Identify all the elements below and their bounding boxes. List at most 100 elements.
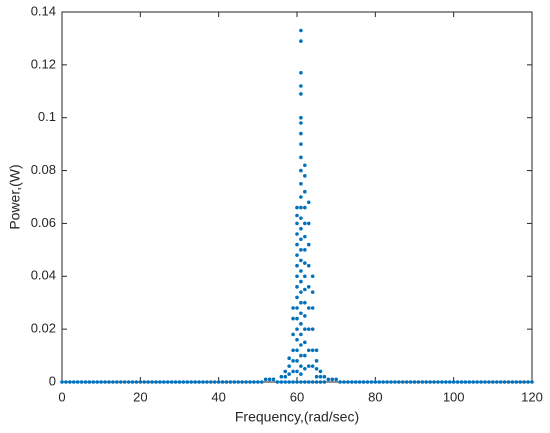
- data-point: [310, 380, 315, 384]
- data-point: [295, 263, 299, 268]
- data-point: [299, 155, 303, 160]
- data-point: [295, 348, 299, 353]
- x-axis-label: Frequency,(rad/sec): [235, 409, 359, 425]
- data-point: [295, 285, 299, 289]
- data-point: [365, 380, 370, 384]
- data-point: [299, 237, 303, 242]
- data-point: [447, 380, 452, 384]
- y-tick-label: 0.06: [31, 215, 56, 230]
- data-point: [471, 380, 476, 384]
- data-point: [146, 380, 150, 384]
- data-point: [115, 380, 119, 384]
- data-point: [303, 248, 307, 252]
- data-point: [279, 380, 284, 384]
- data-point: [498, 380, 503, 384]
- data-point: [350, 380, 354, 384]
- data-point: [306, 348, 311, 353]
- data-point: [287, 364, 291, 368]
- data-point: [436, 380, 440, 384]
- data-point: [295, 306, 299, 310]
- data-point: [169, 380, 174, 384]
- data-point: [216, 380, 221, 384]
- data-point: [306, 285, 311, 289]
- data-point: [303, 221, 307, 226]
- data-point: [299, 372, 303, 376]
- data-point: [118, 380, 123, 384]
- data-point: [107, 380, 111, 384]
- data-point: [283, 380, 288, 384]
- data-point: [299, 181, 303, 186]
- data-point: [240, 380, 244, 384]
- data-point: [299, 84, 303, 88]
- data-point: [303, 353, 307, 358]
- data-point: [185, 380, 190, 384]
- data-point: [385, 380, 389, 384]
- data-point: [263, 377, 268, 382]
- data-point: [299, 322, 303, 326]
- data-point: [295, 274, 299, 279]
- data-point: [444, 380, 448, 384]
- data-point: [91, 380, 96, 384]
- data-point: [299, 290, 303, 294]
- data-point: [303, 174, 307, 178]
- data-point: [306, 221, 311, 226]
- data-point: [432, 380, 436, 384]
- data-point: [181, 380, 186, 384]
- data-point: [338, 380, 342, 384]
- data-point: [306, 364, 311, 368]
- x-tick-label: 20: [133, 389, 147, 404]
- data-point: [134, 380, 139, 384]
- data-point: [299, 115, 303, 120]
- data-point: [299, 258, 303, 263]
- data-point: [256, 380, 260, 384]
- data-point: [299, 205, 303, 210]
- data-point: [232, 380, 237, 384]
- data-point: [189, 380, 194, 384]
- data-point: [291, 348, 295, 353]
- x-tick-label: 60: [290, 389, 304, 404]
- data-point: [299, 216, 303, 220]
- y-tick-label: 0: [49, 373, 56, 388]
- data-point: [322, 374, 327, 379]
- data-point: [299, 142, 303, 146]
- data-point: [491, 380, 495, 384]
- data-point: [291, 306, 295, 310]
- data-point: [299, 353, 303, 358]
- data-point: [393, 380, 397, 384]
- data-point: [467, 380, 472, 384]
- data-point: [416, 380, 421, 384]
- x-tick-label: 120: [521, 389, 543, 404]
- data-point: [252, 380, 256, 384]
- data-point: [279, 374, 284, 379]
- data-point: [212, 380, 217, 384]
- data-point: [412, 380, 417, 384]
- data-point: [314, 359, 319, 363]
- data-point: [295, 369, 299, 374]
- data-point: [299, 311, 303, 316]
- data-point: [75, 380, 80, 384]
- data-point: [291, 316, 295, 321]
- y-tick-label: 0.1: [38, 109, 56, 124]
- x-tick-label: 100: [443, 389, 465, 404]
- data-point: [299, 300, 303, 305]
- data-point: [502, 380, 507, 384]
- data-point: [299, 248, 303, 252]
- data-point: [310, 364, 315, 368]
- plot-frame: [61, 11, 533, 383]
- data-point: [357, 380, 362, 384]
- data-point: [291, 380, 295, 384]
- data-point: [150, 380, 154, 384]
- data-point: [303, 327, 307, 331]
- data-point: [287, 372, 291, 376]
- data-point: [381, 380, 385, 384]
- data-point: [326, 377, 331, 382]
- data-point: [487, 380, 491, 384]
- data-point: [83, 380, 88, 384]
- data-point: [248, 380, 252, 384]
- data-point: [303, 274, 307, 279]
- data-point: [334, 377, 338, 382]
- data-point: [154, 380, 158, 384]
- data-point: [299, 226, 303, 231]
- data-point: [291, 369, 295, 374]
